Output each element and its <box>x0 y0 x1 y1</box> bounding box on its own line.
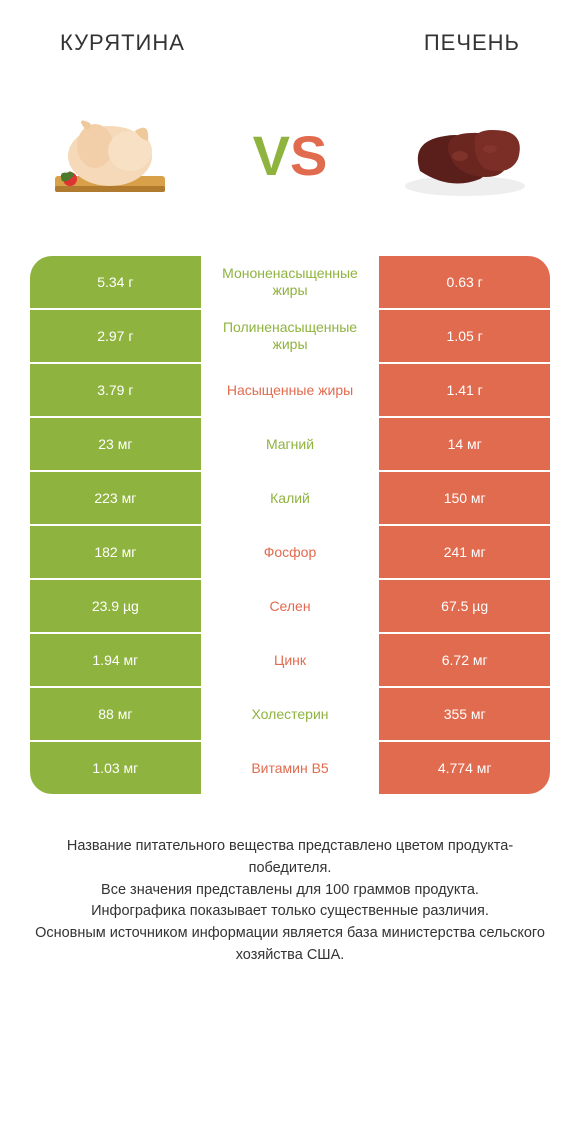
table-row: 5.34 гМононенасыщенные жиры0.63 г <box>30 256 550 308</box>
liver-image <box>390 101 540 211</box>
chicken-image <box>40 101 190 211</box>
nutrient-label: Насыщенные жиры <box>201 364 380 416</box>
footer-note: Название питательного вещества представл… <box>0 796 580 967</box>
table-row: 23 мгМагний14 мг <box>30 418 550 470</box>
value-left: 5.34 г <box>30 256 201 308</box>
nutrient-label: Цинк <box>201 634 380 686</box>
value-right: 4.774 мг <box>379 742 550 794</box>
table-row: 88 мгХолестерин355 мг <box>30 688 550 740</box>
value-right: 150 мг <box>379 472 550 524</box>
value-left: 223 мг <box>30 472 201 524</box>
vs-row: VS <box>0 76 580 256</box>
value-right: 1.05 г <box>379 310 550 362</box>
value-right: 14 мг <box>379 418 550 470</box>
footer-line: Инфографика показывает только существенн… <box>30 901 550 923</box>
nutrient-label: Магний <box>201 418 380 470</box>
header: КУРЯТИНА ПЕЧЕНЬ <box>0 0 580 76</box>
value-right: 0.63 г <box>379 256 550 308</box>
value-right: 355 мг <box>379 688 550 740</box>
value-right: 67.5 µg <box>379 580 550 632</box>
value-left: 2.97 г <box>30 310 201 362</box>
value-left: 88 мг <box>30 688 201 740</box>
nutrient-label: Селен <box>201 580 380 632</box>
nutrient-label: Витамин B5 <box>201 742 380 794</box>
table-row: 3.79 гНасыщенные жиры1.41 г <box>30 364 550 416</box>
vs-label: VS <box>253 128 328 184</box>
value-left: 23 мг <box>30 418 201 470</box>
nutrient-label: Полиненасыщенные жиры <box>201 310 380 362</box>
nutrient-label: Калий <box>201 472 380 524</box>
table-row: 182 мгФосфор241 мг <box>30 526 550 578</box>
table-row: 23.9 µgСелен67.5 µg <box>30 580 550 632</box>
table-row: 223 мгКалий150 мг <box>30 472 550 524</box>
value-left: 1.94 мг <box>30 634 201 686</box>
table-row: 1.94 мгЦинк6.72 мг <box>30 634 550 686</box>
table-row: 1.03 мгВитамин B54.774 мг <box>30 742 550 794</box>
value-right: 6.72 мг <box>379 634 550 686</box>
table-row: 2.97 гПолиненасыщенные жиры1.05 г <box>30 310 550 362</box>
footer-line: Основным источником информации является … <box>30 923 550 967</box>
footer-line: Название питательного вещества представл… <box>30 836 550 880</box>
footer-line: Все значения представлены для 100 граммо… <box>30 880 550 902</box>
nutrient-label: Мононенасыщенные жиры <box>201 256 380 308</box>
vs-s: S <box>290 124 327 187</box>
title-left: КУРЯТИНА <box>60 30 185 56</box>
value-left: 3.79 г <box>30 364 201 416</box>
vs-v: V <box>253 124 290 187</box>
value-right: 241 мг <box>379 526 550 578</box>
value-left: 1.03 мг <box>30 742 201 794</box>
comparison-table: 5.34 гМононенасыщенные жиры0.63 г2.97 гП… <box>0 256 580 794</box>
value-right: 1.41 г <box>379 364 550 416</box>
value-left: 182 мг <box>30 526 201 578</box>
nutrient-label: Холестерин <box>201 688 380 740</box>
value-left: 23.9 µg <box>30 580 201 632</box>
title-right: ПЕЧЕНЬ <box>424 30 520 56</box>
nutrient-label: Фосфор <box>201 526 380 578</box>
